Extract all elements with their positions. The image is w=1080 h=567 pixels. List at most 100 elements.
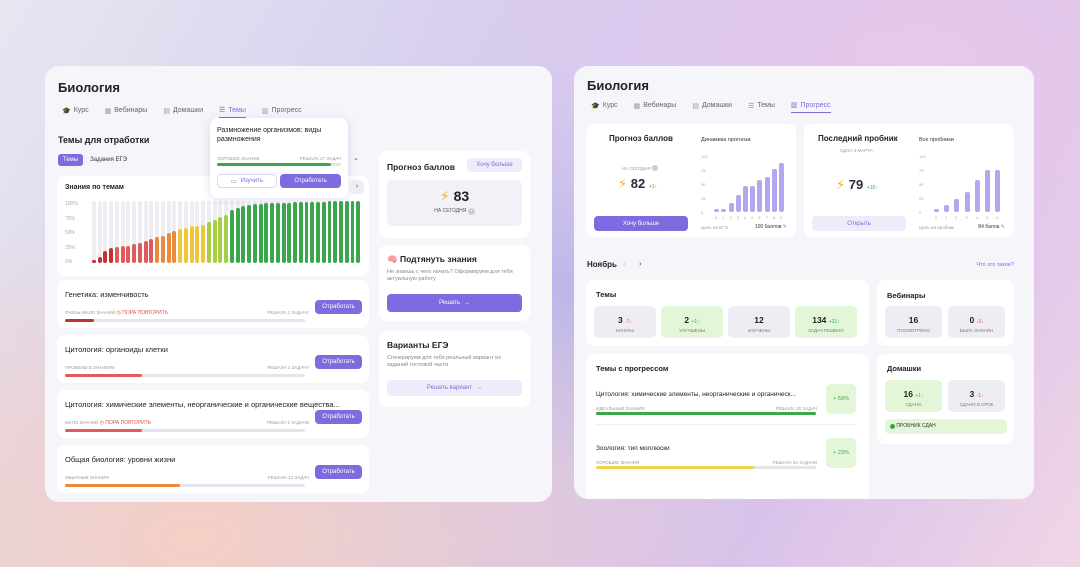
score-bar[interactable]: [995, 170, 1001, 212]
practice-button[interactable]: Отработать: [280, 174, 341, 188]
knowledge-bar[interactable]: [333, 201, 338, 263]
knowledge-bar[interactable]: [275, 202, 280, 263]
score-bar[interactable]: [735, 194, 741, 212]
knowledge-bar[interactable]: [132, 244, 137, 263]
tab-3[interactable]: ☰ Темы: [218, 106, 246, 118]
knowledge-bar[interactable]: [298, 202, 303, 263]
knowledge-bar[interactable]: [92, 260, 96, 263]
knowledge-bar[interactable]: [241, 205, 246, 263]
knowledge-bar[interactable]: [155, 236, 160, 263]
knowledge-bar[interactable]: [97, 256, 102, 263]
knowledge-bar[interactable]: [178, 228, 183, 263]
score-bar[interactable]: [933, 209, 939, 212]
knowledge-bar[interactable]: [235, 208, 240, 263]
knowledge-bar[interactable]: [212, 219, 217, 263]
info-icon[interactable]: [652, 165, 658, 171]
knowledge-bar[interactable]: [120, 245, 125, 263]
solve-button[interactable]: Решать →: [387, 294, 522, 312]
stat-box: 16 +1↑ сдано: [885, 380, 942, 412]
knowledge-bar[interactable]: [195, 225, 200, 263]
knowledge-bar[interactable]: [270, 203, 275, 263]
knowledge-bar[interactable]: [189, 225, 194, 263]
knowledge-bar[interactable]: [264, 203, 269, 263]
score-bar[interactable]: [757, 180, 763, 212]
score-bar[interactable]: [974, 180, 980, 212]
practice-button[interactable]: Отработать: [315, 300, 362, 314]
open-button[interactable]: Открыть: [812, 216, 906, 231]
knowledge-bar[interactable]: [201, 224, 206, 263]
knowledge-bar[interactable]: [137, 243, 142, 263]
knowledge-bar[interactable]: [143, 241, 148, 263]
practice-button[interactable]: Отработать: [315, 355, 362, 369]
knowledge-bar[interactable]: [149, 239, 154, 263]
knowledge-bar[interactable]: [344, 201, 349, 263]
score-bar[interactable]: [750, 185, 756, 212]
tab-2[interactable]: ▤ Домашки: [692, 101, 732, 113]
score-bar[interactable]: [778, 162, 784, 212]
score-bar[interactable]: [714, 209, 720, 212]
knowledge-bar[interactable]: [310, 201, 315, 263]
knowledge-bar[interactable]: [247, 204, 252, 263]
tab-2[interactable]: ▤ Домашки: [163, 106, 203, 118]
chip-ege-tasks[interactable]: Задания ЕГЭ: [90, 157, 128, 163]
score-bar[interactable]: [728, 203, 734, 212]
score-bar[interactable]: [771, 168, 777, 212]
tab-1[interactable]: ▦ Вебинары: [634, 101, 677, 113]
pencil-icon[interactable]: ✎: [782, 224, 787, 230]
knowledge-bar[interactable]: [126, 245, 131, 263]
stat-label: была онлайн: [959, 328, 994, 333]
next-arrow-button[interactable]: ›: [350, 180, 364, 194]
score-bar[interactable]: [721, 209, 727, 212]
stat-value: 2: [684, 315, 690, 325]
knowledge-bar[interactable]: [109, 248, 114, 263]
score-bar[interactable]: [954, 199, 960, 212]
want-more-button[interactable]: Хочу больше: [594, 216, 688, 231]
chart-icon: ▥: [790, 102, 798, 109]
score-bar[interactable]: [764, 177, 770, 212]
knowledge-bar[interactable]: [172, 230, 177, 263]
knowledge-bar[interactable]: [206, 222, 211, 263]
knowledge-bar[interactable]: [321, 201, 326, 263]
tab-4[interactable]: ▥ Прогресс: [262, 106, 302, 118]
tab-0[interactable]: 🎓 Курс: [62, 106, 89, 118]
knowledge-bar[interactable]: [316, 201, 320, 263]
tab-3[interactable]: ☰ Темы: [748, 101, 775, 113]
tab-4[interactable]: ▥ Прогресс: [790, 101, 831, 113]
knowledge-bar[interactable]: [304, 202, 309, 263]
knowledge-bar[interactable]: [356, 201, 361, 263]
knowledge-bar[interactable]: [339, 201, 343, 263]
tab-1[interactable]: ▦ Вебинары: [105, 106, 148, 118]
score-bar[interactable]: [742, 185, 748, 212]
knowledge-bar[interactable]: [103, 250, 108, 263]
practice-button[interactable]: Отработать: [315, 410, 362, 424]
chip-topics[interactable]: Темы: [58, 154, 84, 166]
knowledge-bar[interactable]: [327, 201, 332, 263]
what-is-it-link[interactable]: Что это такое?: [976, 262, 1014, 268]
knowledge-bar[interactable]: [350, 201, 355, 263]
pencil-icon[interactable]: ✎: [1000, 224, 1005, 230]
knowledge-bar[interactable]: [218, 216, 223, 263]
knowledge-bar[interactable]: [160, 235, 165, 263]
knowledge-bar[interactable]: [281, 202, 286, 263]
knowledge-bar[interactable]: [287, 202, 292, 263]
knowledge-bar[interactable]: [183, 227, 188, 263]
knowledge-bar[interactable]: [252, 204, 257, 263]
score-bar[interactable]: [964, 191, 970, 212]
prev-month-button[interactable]: ‹: [623, 259, 626, 268]
knowledge-bar[interactable]: [229, 210, 234, 263]
dropdown-chevron-icon[interactable]: ⌄: [353, 155, 359, 162]
info-icon[interactable]: i: [467, 208, 475, 215]
score-bar[interactable]: [985, 170, 991, 212]
want-more-button[interactable]: Хочу больше: [467, 158, 522, 172]
knowledge-bar[interactable]: [258, 204, 263, 263]
knowledge-bar[interactable]: [114, 246, 119, 263]
study-button[interactable]: ▭ Изучить: [217, 174, 277, 188]
knowledge-bar[interactable]: [293, 202, 297, 263]
tab-0[interactable]: 🎓 Курс: [591, 101, 618, 113]
score-bar[interactable]: [943, 205, 949, 212]
practice-button[interactable]: Отработать: [315, 465, 362, 479]
next-month-button[interactable]: ›: [639, 259, 642, 268]
solve-variant-button[interactable]: Решать вариант →: [387, 380, 522, 396]
knowledge-bar[interactable]: [224, 214, 229, 263]
knowledge-bar[interactable]: [166, 233, 171, 263]
